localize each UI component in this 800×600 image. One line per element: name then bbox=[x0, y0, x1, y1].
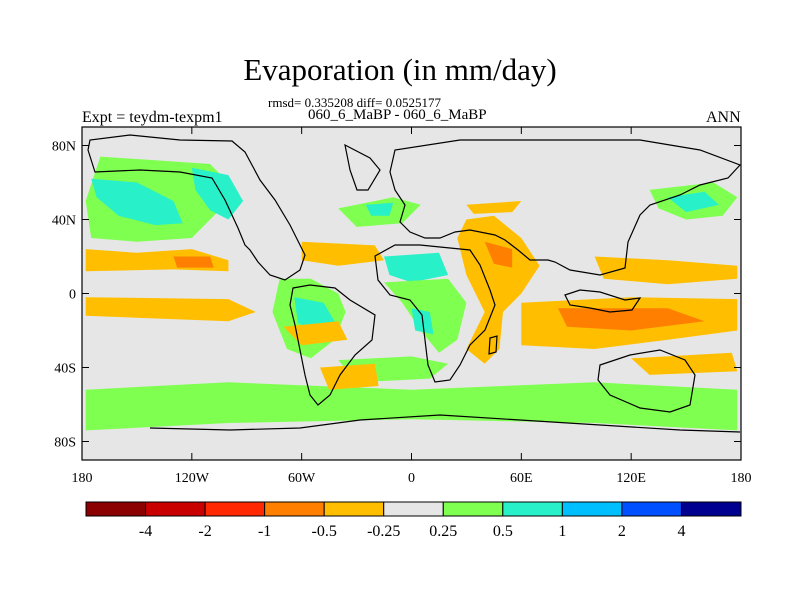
contour-region bbox=[594, 256, 738, 285]
colorbar-label: 0.25 bbox=[429, 523, 457, 540]
colorbar-label: -4 bbox=[139, 523, 152, 540]
colorbar-label: 2 bbox=[618, 523, 626, 540]
x-tick-label: 180 bbox=[731, 471, 752, 486]
x-tick-label: 60E bbox=[510, 471, 533, 486]
colorbar-label: -1 bbox=[258, 523, 271, 540]
contour-region bbox=[85, 297, 256, 322]
colorbar-swatch bbox=[383, 501, 444, 517]
case-label: 060_6_MaBP - 060_6_MaBP bbox=[308, 107, 487, 123]
coastline-antarctica bbox=[149, 414, 741, 433]
colorbar-swatch bbox=[264, 501, 325, 517]
colorbar-swatch bbox=[204, 501, 266, 517]
coastline-south-america bbox=[289, 284, 376, 406]
coastlines bbox=[87, 134, 742, 433]
colorbar-swatch bbox=[502, 501, 563, 517]
x-tick-label: 180 bbox=[72, 471, 93, 486]
contour-region bbox=[466, 201, 522, 214]
page-title: Evaporation (in mm/day) bbox=[243, 52, 557, 87]
coastline-north-america bbox=[87, 134, 306, 281]
coastline-eurasia bbox=[389, 139, 742, 276]
longitude-axis: 180 120W 60W 0 60E 120E 180 bbox=[72, 127, 752, 486]
colorbar-label: 0.5 bbox=[493, 523, 513, 540]
x-tick-label: 0 bbox=[408, 471, 415, 486]
colorbar-label: -0.5 bbox=[312, 523, 337, 540]
y-tick-label: 0 bbox=[69, 288, 76, 303]
contour-region bbox=[457, 215, 540, 364]
contour-region bbox=[484, 241, 513, 268]
latitude-axis: 80N 40N 0 40S 80S bbox=[52, 140, 741, 451]
contour-region bbox=[301, 241, 384, 266]
y-tick-label: 40N bbox=[52, 214, 76, 229]
y-tick-label: 80N bbox=[52, 140, 76, 155]
colorbar-swatch bbox=[680, 501, 742, 517]
y-tick-label: 40S bbox=[54, 362, 76, 377]
colorbar-swatch bbox=[442, 501, 504, 517]
colorbar-label: -0.25 bbox=[367, 523, 400, 540]
coastline-greenland bbox=[344, 143, 381, 191]
coastline-maritime-continent bbox=[564, 289, 642, 313]
contour-region bbox=[85, 382, 738, 431]
experiment-label: Expt = teydm-texpm1 bbox=[82, 109, 223, 126]
x-tick-label: 60W bbox=[288, 471, 316, 486]
map-panel bbox=[81, 126, 742, 461]
colorbar-label: 1 bbox=[558, 523, 566, 540]
colorbar-label: 4 bbox=[677, 523, 685, 540]
coastline-madagascar bbox=[488, 335, 498, 355]
colorbar: -4 -2 -1 -0.5 -0.25 0.25 0.5 1 2 4 bbox=[85, 501, 742, 540]
coastline-africa bbox=[374, 244, 496, 383]
stats-label: rmsd= 0.335208 diff= 0.0525177 bbox=[268, 95, 441, 110]
y-tick-label: 80S bbox=[54, 436, 76, 451]
colorbar-label: -2 bbox=[198, 523, 211, 540]
colorbar-swatch bbox=[621, 501, 682, 517]
x-tick-label: 120W bbox=[175, 471, 210, 486]
colorbar-swatch bbox=[85, 501, 147, 517]
season-label: ANN bbox=[706, 109, 741, 126]
contour-region bbox=[365, 202, 394, 216]
contour-region bbox=[91, 178, 183, 226]
coastline-australia bbox=[597, 349, 696, 413]
contour-region bbox=[667, 191, 719, 213]
contour-region bbox=[557, 308, 705, 331]
contour-region bbox=[283, 321, 348, 346]
colorbar-swatch bbox=[323, 501, 385, 517]
x-tick-label: 120E bbox=[616, 471, 646, 486]
contour-region bbox=[320, 363, 379, 390]
contour-region bbox=[384, 252, 449, 283]
colorbar-swatch bbox=[561, 501, 623, 517]
contour-region bbox=[631, 352, 738, 375]
contour-fills bbox=[85, 156, 738, 431]
colorbar-swatch bbox=[145, 501, 206, 517]
contour-region bbox=[191, 167, 244, 220]
contour-region bbox=[173, 256, 214, 268]
